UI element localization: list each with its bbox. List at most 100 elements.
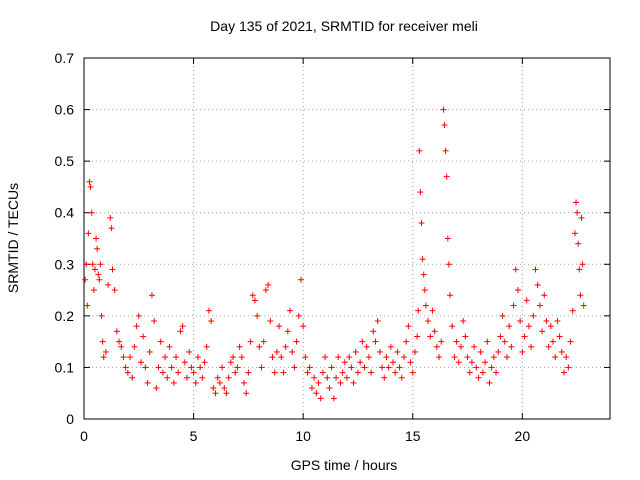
data-point <box>363 343 370 350</box>
data-point <box>468 359 475 366</box>
data-point <box>405 323 412 330</box>
x-tick-label: 15 <box>405 428 421 444</box>
data-point <box>109 266 116 273</box>
data-point <box>194 354 201 361</box>
data-point <box>95 271 102 278</box>
data-point <box>157 338 164 345</box>
data-point <box>230 354 237 361</box>
data-point <box>543 318 550 325</box>
data-point <box>107 214 114 221</box>
data-point <box>308 385 315 392</box>
data-point <box>440 106 447 113</box>
data-point <box>205 307 212 314</box>
data-point <box>508 343 515 350</box>
data-point <box>372 338 379 345</box>
data-point <box>578 214 585 221</box>
data-point <box>271 369 278 376</box>
data-point <box>140 333 147 340</box>
data-point <box>497 333 504 340</box>
data-point <box>339 369 346 376</box>
data-point <box>528 343 535 350</box>
data-point <box>99 338 106 345</box>
data-point <box>506 323 513 330</box>
data-point <box>131 343 138 350</box>
data-point <box>374 318 381 325</box>
data-point <box>350 379 357 386</box>
data-point <box>484 338 491 345</box>
data-point <box>390 359 397 366</box>
data-point <box>383 354 390 361</box>
data-point <box>421 287 428 294</box>
data-point <box>577 292 584 299</box>
data-point <box>153 385 160 392</box>
data-point <box>199 374 206 381</box>
data-point <box>398 374 405 381</box>
data-point <box>225 374 232 381</box>
data-point <box>550 338 557 345</box>
data-point <box>313 390 320 397</box>
data-point <box>170 379 177 386</box>
data-point <box>328 364 335 371</box>
data-point <box>258 364 265 371</box>
data-point <box>381 374 388 381</box>
data-point <box>534 281 541 288</box>
data-point <box>311 374 318 381</box>
data-point <box>122 364 129 371</box>
data-point <box>129 374 136 381</box>
data-point <box>449 323 456 330</box>
data-point <box>341 359 348 366</box>
data-point <box>541 292 548 299</box>
data-point <box>251 297 258 304</box>
data-point <box>120 354 127 361</box>
data-point <box>387 343 394 350</box>
data-point <box>503 354 510 361</box>
data-point <box>346 354 353 361</box>
data-point <box>100 354 107 361</box>
data-point <box>83 261 90 268</box>
data-point <box>479 369 486 376</box>
data-point <box>359 338 366 345</box>
data-point <box>493 369 500 376</box>
data-point <box>523 297 530 304</box>
data-point <box>333 374 340 381</box>
data-point <box>295 312 302 319</box>
data-point <box>354 369 361 376</box>
data-point <box>554 318 561 325</box>
data-point <box>442 147 449 154</box>
data-point <box>166 343 173 350</box>
data-point <box>379 364 386 371</box>
data-point <box>482 359 489 366</box>
data-point <box>284 328 291 335</box>
data-point <box>547 323 554 330</box>
y-tick-label: 0.3 <box>55 256 75 272</box>
data-point <box>151 318 158 325</box>
data-point <box>415 307 422 314</box>
data-point <box>457 343 464 350</box>
data-point <box>245 369 252 376</box>
data-point <box>234 364 241 371</box>
y-tick-labels: 0 0.1 0.2 0.3 0.4 0.5 0.6 0.7 <box>55 50 75 427</box>
data-point <box>302 354 309 361</box>
data-point <box>267 318 274 325</box>
data-point <box>431 328 438 335</box>
data-point <box>536 302 543 309</box>
data-point <box>280 369 287 376</box>
data-point <box>304 369 311 376</box>
data-point <box>86 178 93 185</box>
y-tick-label: 0.5 <box>55 153 75 169</box>
data-point <box>466 369 473 376</box>
data-point <box>569 307 576 314</box>
data-point <box>460 318 467 325</box>
y-tick-label: 0.1 <box>55 359 75 375</box>
x-axis-label: GPS time / hours <box>291 457 398 473</box>
data-point <box>473 364 480 371</box>
data-point <box>560 369 567 376</box>
data-point <box>525 323 532 330</box>
data-point <box>337 379 344 386</box>
data-point <box>256 343 263 350</box>
data-point <box>306 364 313 371</box>
data-point <box>512 266 519 273</box>
data-point <box>444 235 451 242</box>
data-point <box>425 318 432 325</box>
